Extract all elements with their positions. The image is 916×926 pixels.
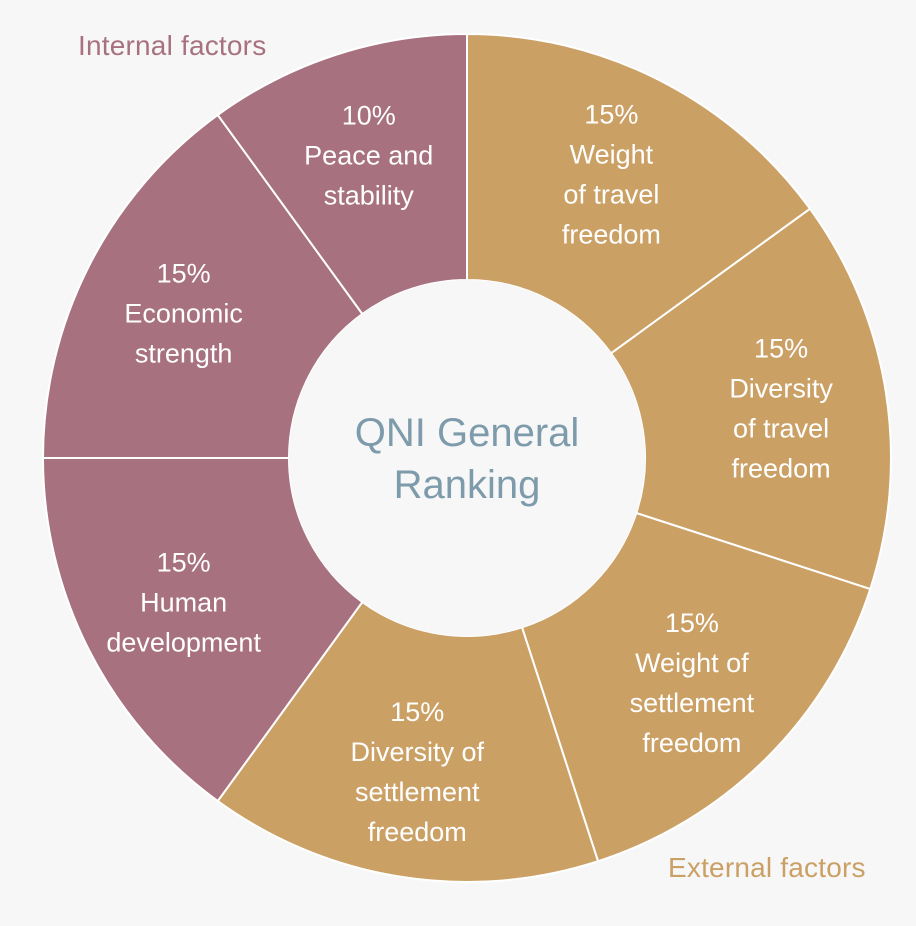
slice-percent-0: 15% bbox=[584, 100, 638, 130]
slice-percent-3: 15% bbox=[390, 697, 444, 727]
slice-label-line-5-2: strength bbox=[135, 339, 233, 369]
slice-label-line-3-2: settlement bbox=[355, 777, 480, 807]
slice-label-line-2-3: freedom bbox=[642, 728, 741, 758]
slice-label-line-6-1: Peace and bbox=[304, 141, 433, 171]
slice-label-line-4-2: development bbox=[106, 627, 261, 657]
slice-label-2: 15% Weight of settlement freedom bbox=[630, 608, 755, 758]
slice-percent-2: 15% bbox=[665, 608, 719, 638]
slice-label-line-4-1: Human bbox=[140, 587, 227, 617]
slice-label-line-2-2: settlement bbox=[630, 688, 755, 718]
donut-center bbox=[289, 280, 645, 636]
slice-label-line-2-1: Weight of bbox=[635, 648, 749, 678]
slice-label-line-6-2: stability bbox=[324, 181, 415, 211]
slice-label-line-1-1: Diversity bbox=[729, 373, 833, 403]
center-label-line-1: Ranking bbox=[394, 463, 541, 507]
slice-label-4: 15% Human development bbox=[106, 547, 261, 657]
slice-label-6: 10% Peace and stability bbox=[304, 101, 433, 211]
slice-percent-6: 10% bbox=[342, 101, 396, 131]
slice-percent-4: 15% bbox=[157, 547, 211, 577]
slice-percent-5: 15% bbox=[157, 259, 211, 289]
slice-label-line-3-3: freedom bbox=[368, 817, 467, 847]
slice-label-line-3-1: Diversity of bbox=[350, 737, 484, 767]
slice-label-line-1-3: freedom bbox=[732, 453, 831, 483]
slice-label-line-5-1: Economic bbox=[124, 299, 243, 329]
slice-label-3: 15% Diversity of settlement freedom bbox=[350, 697, 484, 847]
slice-label-line-0-3: freedom bbox=[562, 220, 661, 250]
slice-percent-1: 15% bbox=[754, 333, 808, 363]
slice-label-line-1-2: of travel bbox=[733, 413, 829, 443]
internal-factors-label: Internal factors bbox=[78, 30, 267, 61]
slice-label-5: 15% Economic strength bbox=[124, 259, 243, 369]
slice-label-line-0-1: Weight bbox=[570, 140, 654, 170]
center-label-line-0: QNI General bbox=[355, 411, 580, 455]
external-factors-label: External factors bbox=[668, 852, 866, 883]
slice-label-1: 15% Diversity of travel freedom bbox=[729, 333, 833, 483]
slice-label-0: 15% Weight of travel freedom bbox=[562, 100, 661, 250]
center-label: QNI General Ranking bbox=[355, 411, 580, 507]
slice-label-line-0-2: of travel bbox=[563, 180, 659, 210]
